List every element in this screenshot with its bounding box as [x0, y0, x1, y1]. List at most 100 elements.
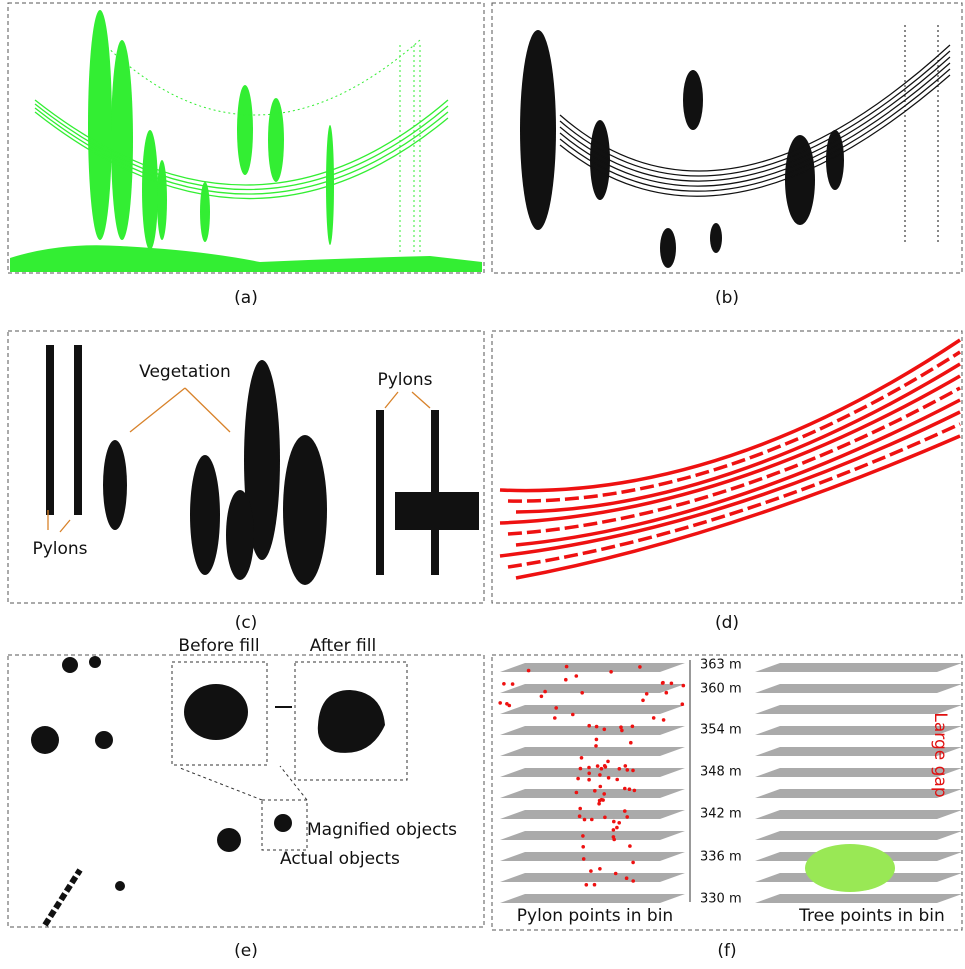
point — [638, 665, 642, 669]
point — [603, 728, 607, 732]
panel-label: (c) — [235, 613, 258, 633]
scale-label: 354 m — [700, 723, 742, 738]
wire — [500, 376, 960, 523]
bin-plane — [500, 747, 685, 756]
bin-plane — [755, 684, 962, 693]
scale-label: 348 m — [700, 765, 742, 780]
point — [590, 818, 594, 822]
drawings — [10, 10, 962, 925]
point — [628, 787, 632, 791]
annotation: Large gap — [930, 712, 950, 797]
wire — [100, 40, 420, 115]
point — [598, 867, 602, 871]
point — [583, 818, 587, 822]
panel-frame — [492, 3, 962, 273]
point — [502, 682, 506, 686]
annotation: Magnified objects — [307, 820, 457, 840]
bin-plane — [500, 726, 685, 735]
object — [95, 731, 113, 749]
point — [600, 767, 604, 771]
point — [619, 725, 623, 729]
object — [115, 881, 125, 891]
panel-label: (f) — [717, 941, 736, 961]
object — [45, 870, 80, 925]
arrow — [412, 392, 430, 408]
scale-label: 360 m — [700, 682, 742, 697]
point — [628, 844, 632, 848]
panel-label: (b) — [715, 288, 739, 308]
object — [31, 726, 59, 754]
point — [615, 778, 619, 782]
point — [612, 828, 616, 832]
arrow — [130, 388, 185, 432]
point — [602, 792, 606, 796]
ground — [10, 245, 482, 272]
wire — [516, 364, 960, 512]
annotation: Vegetation — [139, 362, 231, 382]
object — [318, 690, 385, 753]
point — [652, 716, 656, 720]
leader — [180, 768, 262, 800]
point — [576, 777, 580, 781]
point — [578, 814, 582, 818]
point — [623, 809, 627, 813]
point — [618, 767, 622, 771]
annotation: Pylon points in bin — [517, 906, 673, 926]
point — [595, 738, 599, 742]
point — [681, 702, 685, 706]
point — [553, 716, 557, 720]
point — [662, 718, 666, 722]
panel-frame — [8, 655, 484, 927]
point — [603, 764, 607, 768]
point — [682, 684, 686, 688]
point — [587, 778, 591, 782]
bin-plane — [500, 852, 685, 861]
point — [633, 789, 637, 793]
tree — [88, 10, 112, 240]
point — [565, 665, 569, 669]
wire — [560, 45, 950, 171]
tree — [226, 490, 254, 580]
point — [641, 699, 645, 703]
point — [606, 760, 610, 764]
point — [581, 845, 585, 849]
scale-label: 330 m — [700, 892, 742, 907]
point — [631, 861, 635, 865]
annotation: After fill — [310, 636, 376, 656]
point — [587, 724, 591, 728]
object — [184, 684, 248, 740]
point — [624, 764, 628, 768]
point — [571, 713, 575, 717]
point — [543, 690, 547, 694]
bin-plane — [755, 810, 962, 819]
annotation: Pylons — [377, 370, 432, 390]
point — [575, 674, 579, 678]
arrow — [60, 520, 70, 532]
point — [612, 835, 616, 839]
point — [598, 773, 602, 777]
bin-plane — [500, 894, 685, 903]
annotation: Pylons — [32, 539, 87, 559]
scale-label: 342 m — [700, 807, 742, 822]
point — [594, 744, 598, 748]
wire — [560, 51, 950, 176]
pylon-block — [395, 492, 479, 530]
point — [580, 756, 584, 760]
point — [587, 772, 591, 776]
point — [554, 706, 558, 710]
bin-plane — [500, 684, 685, 693]
bin-plane — [500, 789, 685, 798]
scale-label: 336 m — [700, 850, 742, 865]
bin-plane — [500, 873, 685, 882]
annotation: Tree points in bin — [798, 906, 945, 926]
tree — [268, 98, 284, 182]
point — [585, 883, 589, 887]
bin-plane — [755, 663, 962, 672]
point — [631, 725, 635, 729]
point — [589, 869, 593, 873]
wire — [560, 69, 950, 191]
point — [578, 807, 582, 811]
arrow — [185, 388, 230, 432]
point — [564, 678, 568, 682]
point — [527, 669, 531, 673]
